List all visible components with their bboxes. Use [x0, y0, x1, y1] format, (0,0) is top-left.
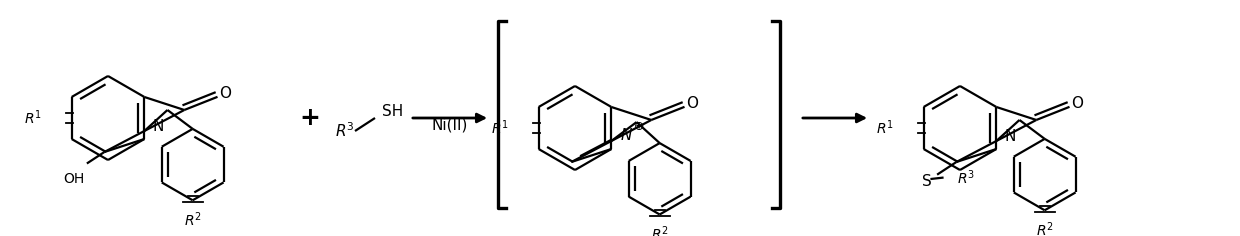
Text: Ni(II): Ni(II): [432, 117, 469, 132]
Text: +: +: [300, 106, 320, 130]
Text: N: N: [153, 119, 164, 135]
Text: $\oplus$: $\oplus$: [634, 121, 645, 134]
Text: $R^3$: $R^3$: [956, 168, 975, 187]
Text: OH: OH: [63, 172, 84, 186]
Text: $N$: $N$: [620, 127, 634, 143]
Text: N: N: [1004, 130, 1016, 144]
Text: O: O: [1071, 96, 1083, 111]
Text: $R^2$: $R^2$: [184, 210, 202, 229]
Text: O: O: [686, 96, 698, 111]
Text: $R^1$: $R^1$: [875, 119, 894, 137]
Text: SH: SH: [382, 105, 403, 119]
Text: $R^2$: $R^2$: [651, 224, 668, 236]
Text: $R^2$: $R^2$: [1035, 220, 1054, 236]
Text: S: S: [923, 174, 932, 189]
Text: $R^1$: $R^1$: [491, 119, 508, 137]
Text: $R^3$: $R^3$: [335, 122, 355, 140]
Text: O: O: [219, 86, 231, 101]
Text: $R^1$: $R^1$: [24, 109, 42, 127]
